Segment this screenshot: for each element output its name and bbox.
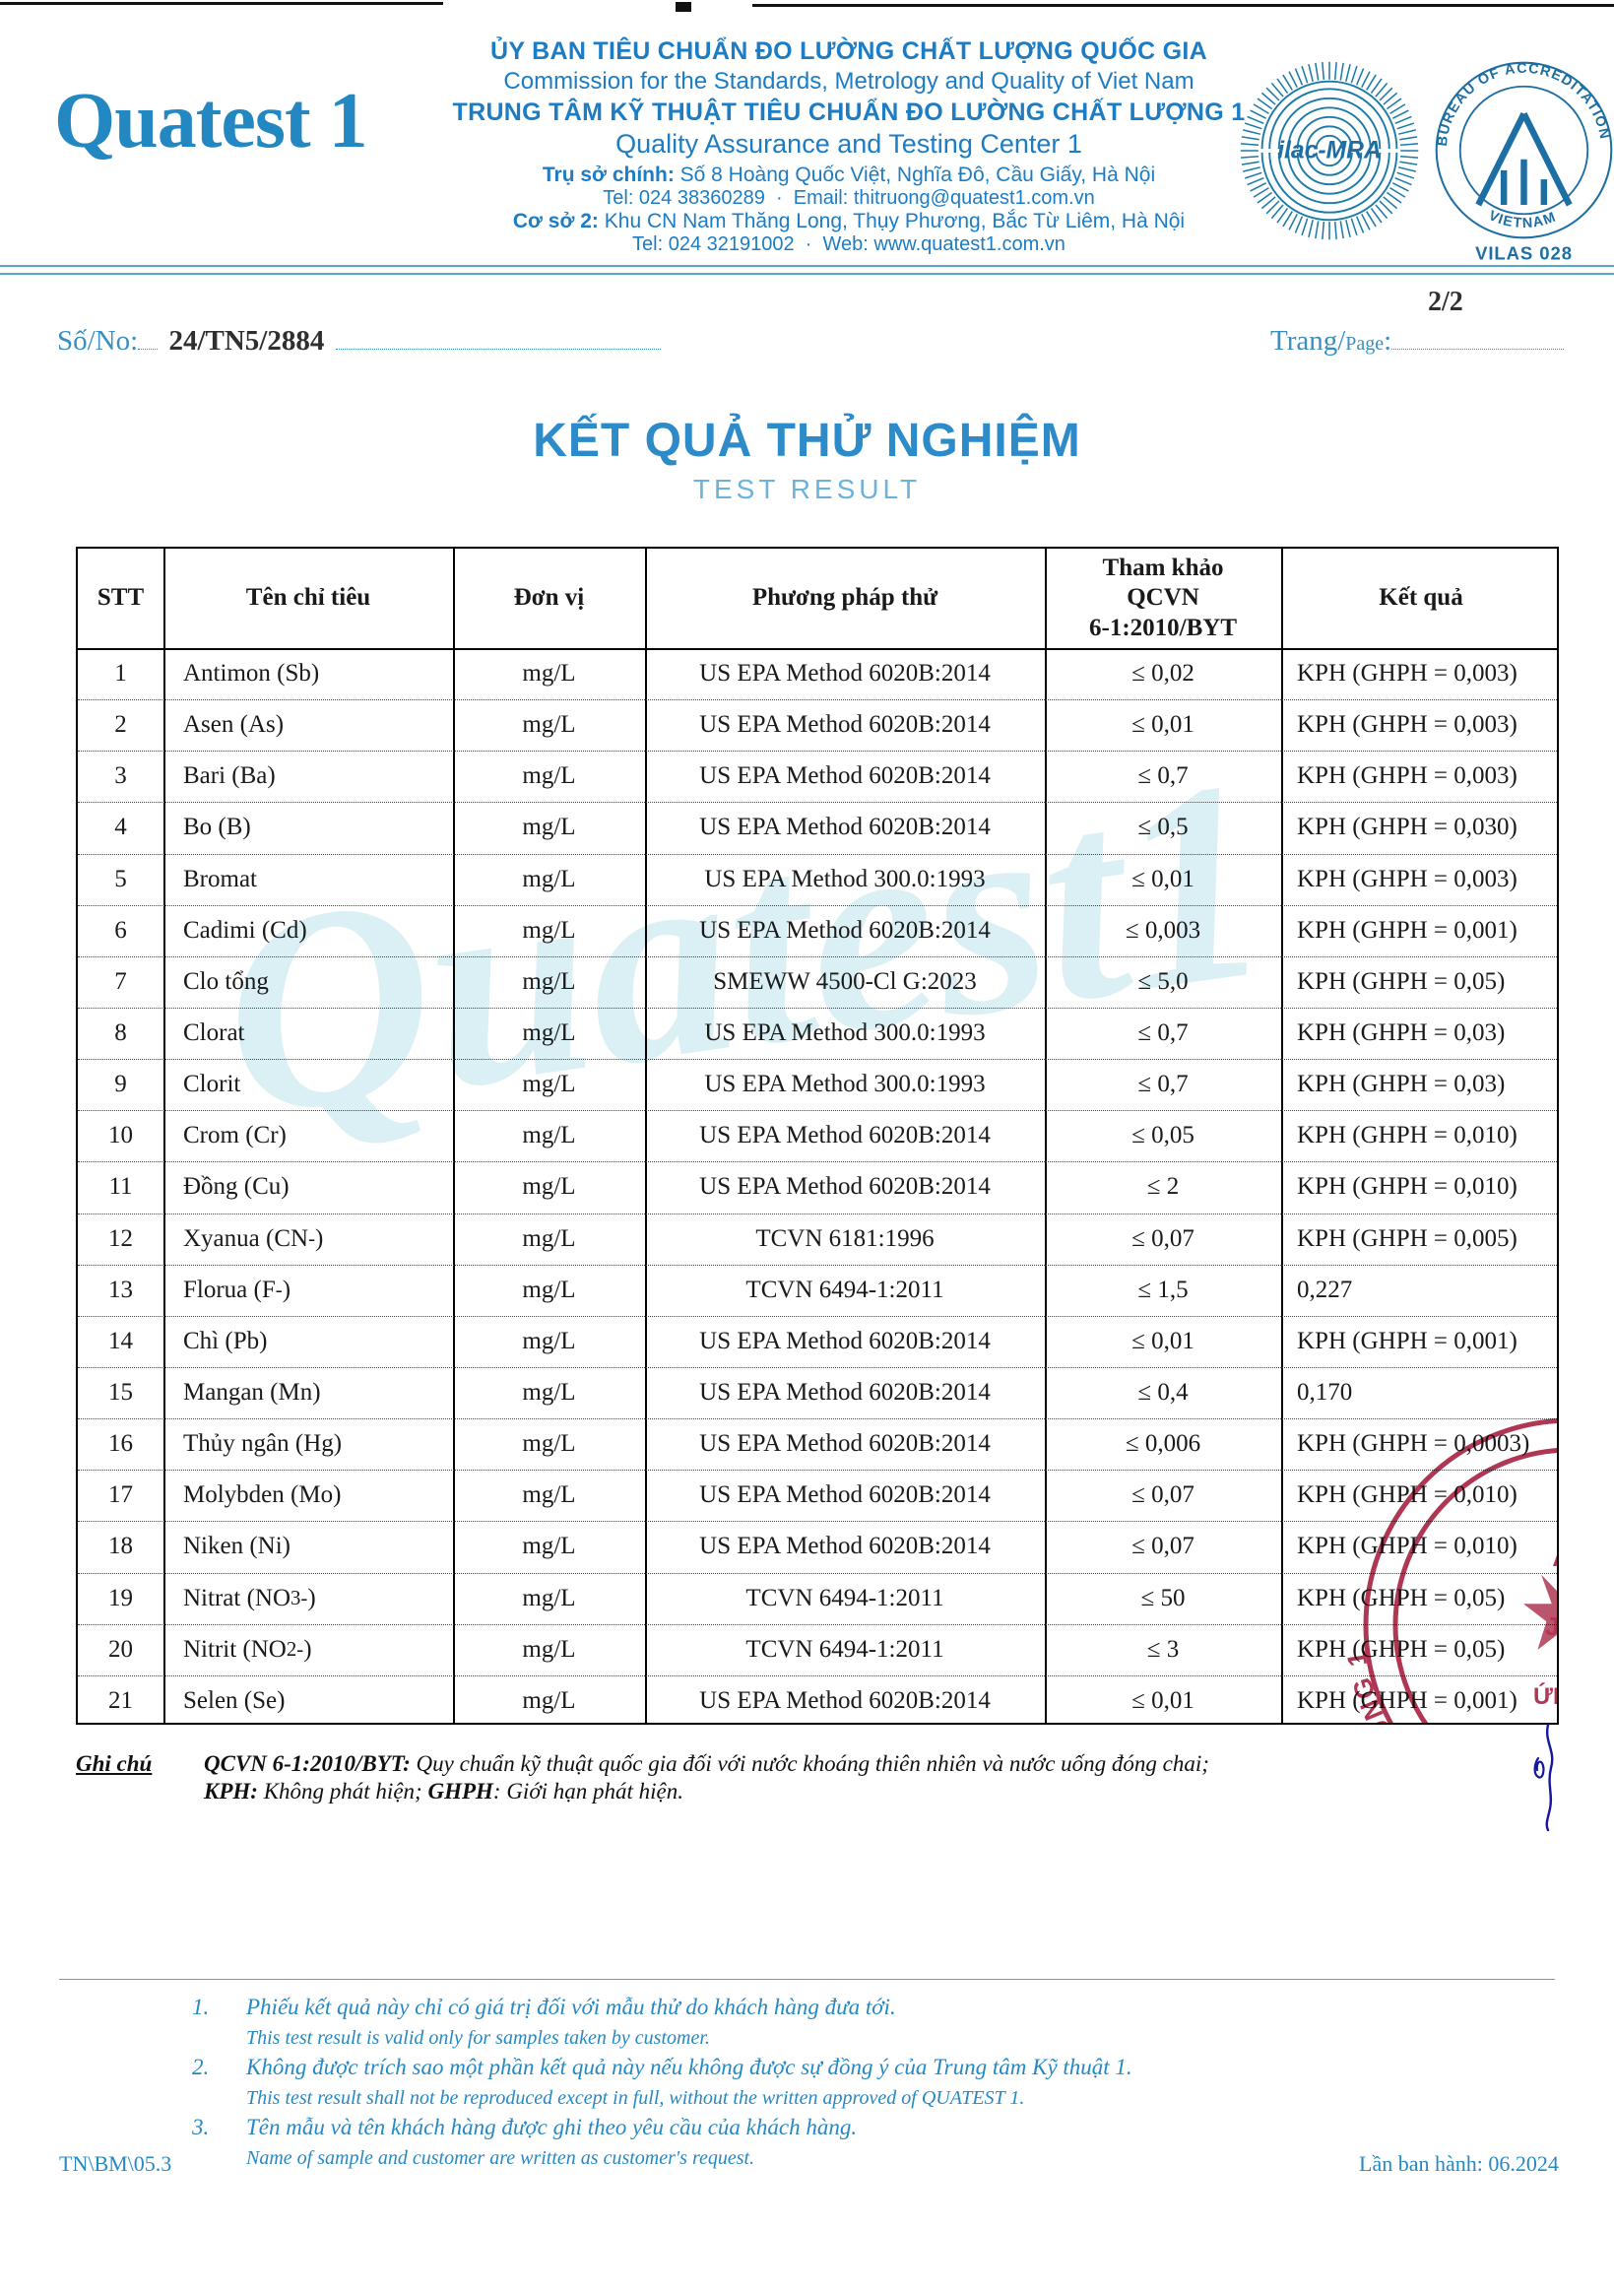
svg-text:VIETNAM: VIETNAM	[1486, 208, 1559, 231]
svg-text:ilac-MRA: ilac-MRA	[1277, 138, 1382, 164]
svg-text:VILAS 028: VILAS 028	[1475, 242, 1573, 263]
